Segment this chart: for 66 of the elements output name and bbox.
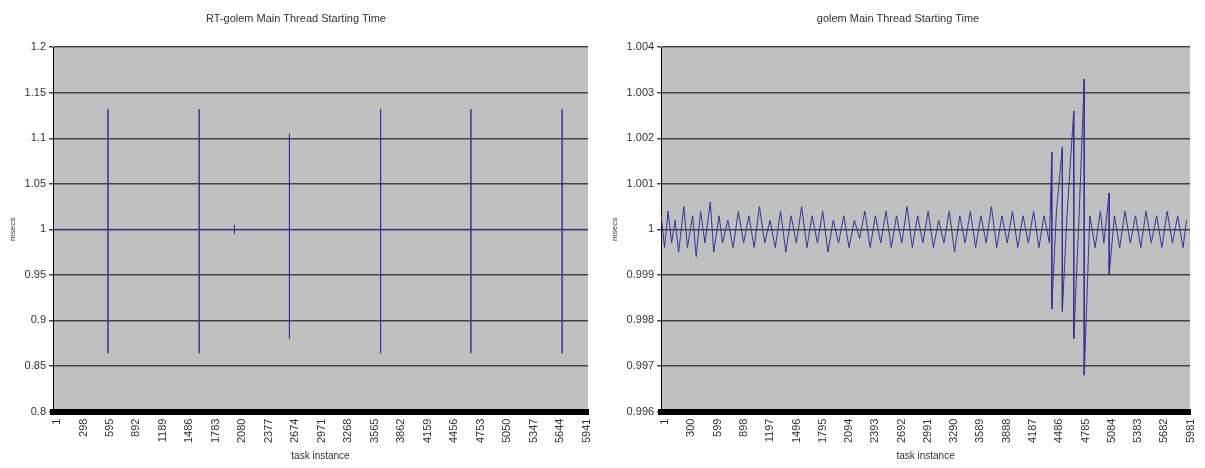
y-axis-title: msecs (8, 217, 17, 241)
y-tick-label: 0.8 (30, 404, 47, 417)
x-tick-label: 5981 (1183, 418, 1196, 444)
x-tick-label: 3888 (999, 418, 1012, 444)
x-axis-title: task instance (291, 449, 351, 461)
x-tick-label: 3862 (394, 418, 407, 444)
x-tick-label: 898 (736, 418, 749, 437)
y-axis-title: msecs (610, 217, 619, 241)
x-tick-label: 1486 (182, 418, 195, 444)
x-tick-label: 1189 (155, 418, 168, 443)
y-tick-label: 0.999 (626, 267, 655, 280)
x-tick-label: 300 (684, 418, 697, 437)
x-tick-label: 1 (50, 418, 63, 425)
x-tick-label: 2991 (920, 418, 933, 444)
x-tick-label: 5682 (1157, 418, 1170, 444)
x-tick-label: 4486 (1052, 418, 1065, 444)
x-tick-label: 892 (129, 418, 142, 437)
x-tick-label: 1795 (815, 418, 828, 444)
y-tick-label: 0.997 (626, 359, 655, 372)
y-tick-label: 1.2 (30, 40, 47, 53)
y-tick-label: 0.998 (626, 313, 655, 326)
x-tick-label: 4456 (447, 418, 460, 444)
x-tick-label: 5347 (526, 418, 539, 444)
y-tick-label: 1 (39, 222, 47, 235)
chart-title: RT-golem Main Thread Starting Time (206, 11, 386, 24)
x-tick-label: 2674 (288, 418, 301, 444)
x-tick-label: 5383 (1131, 418, 1144, 444)
x-tick-label: 2393 (868, 418, 881, 444)
x-tick-label: 3268 (341, 418, 354, 444)
y-tick-label: 0.996 (626, 404, 655, 417)
x-tick-label: 298 (76, 418, 89, 437)
x-tick-label: 2692 (894, 418, 907, 444)
x-tick-label: 595 (103, 418, 116, 437)
x-tick-label: 2377 (261, 418, 274, 444)
y-tick-label: 1 (648, 222, 655, 235)
x-tick-label: 3565 (367, 418, 380, 444)
y-tick-label: 1.05 (24, 176, 47, 189)
y-tick-label: 1.001 (626, 176, 655, 189)
x-tick-label: 1 (658, 418, 671, 425)
x-tick-label: 3290 (947, 418, 960, 444)
x-tick-label: 2080 (235, 418, 248, 444)
x-tick-label: 1197 (763, 418, 776, 443)
x-tick-label: 2971 (314, 418, 327, 444)
y-tick-label: 0.85 (24, 359, 47, 372)
x-tick-label: 4785 (1078, 418, 1091, 444)
x-tick-label: 599 (710, 418, 723, 437)
y-tick-label: 1.003 (626, 85, 655, 98)
x-tick-label: 4187 (1025, 418, 1038, 444)
x-tick-label: 1496 (789, 418, 802, 444)
y-tick-label: 0.95 (24, 267, 47, 280)
x-tick-label: 4753 (473, 418, 486, 444)
x-axis-title: task instance (896, 449, 956, 461)
x-tick-label: 5644 (553, 418, 566, 444)
y-tick-label: 1.1 (30, 131, 47, 144)
y-tick-label: 1.15 (24, 85, 47, 98)
x-tick-label: 5050 (500, 418, 513, 444)
x-tick-label: 3589 (973, 418, 986, 444)
y-tick-label: 0.9 (30, 313, 47, 326)
x-tick-label: 5941 (579, 418, 592, 444)
chart-title: golem Main Thread Starting Time (816, 11, 980, 24)
y-tick-label: 1.002 (626, 131, 655, 144)
x-tick-label: 2094 (842, 418, 855, 444)
y-tick-label: 1.004 (626, 40, 655, 53)
x-tick-label: 1783 (208, 418, 221, 444)
x-tick-label: 5084 (1104, 418, 1117, 444)
x-tick-label: 4159 (420, 418, 433, 444)
